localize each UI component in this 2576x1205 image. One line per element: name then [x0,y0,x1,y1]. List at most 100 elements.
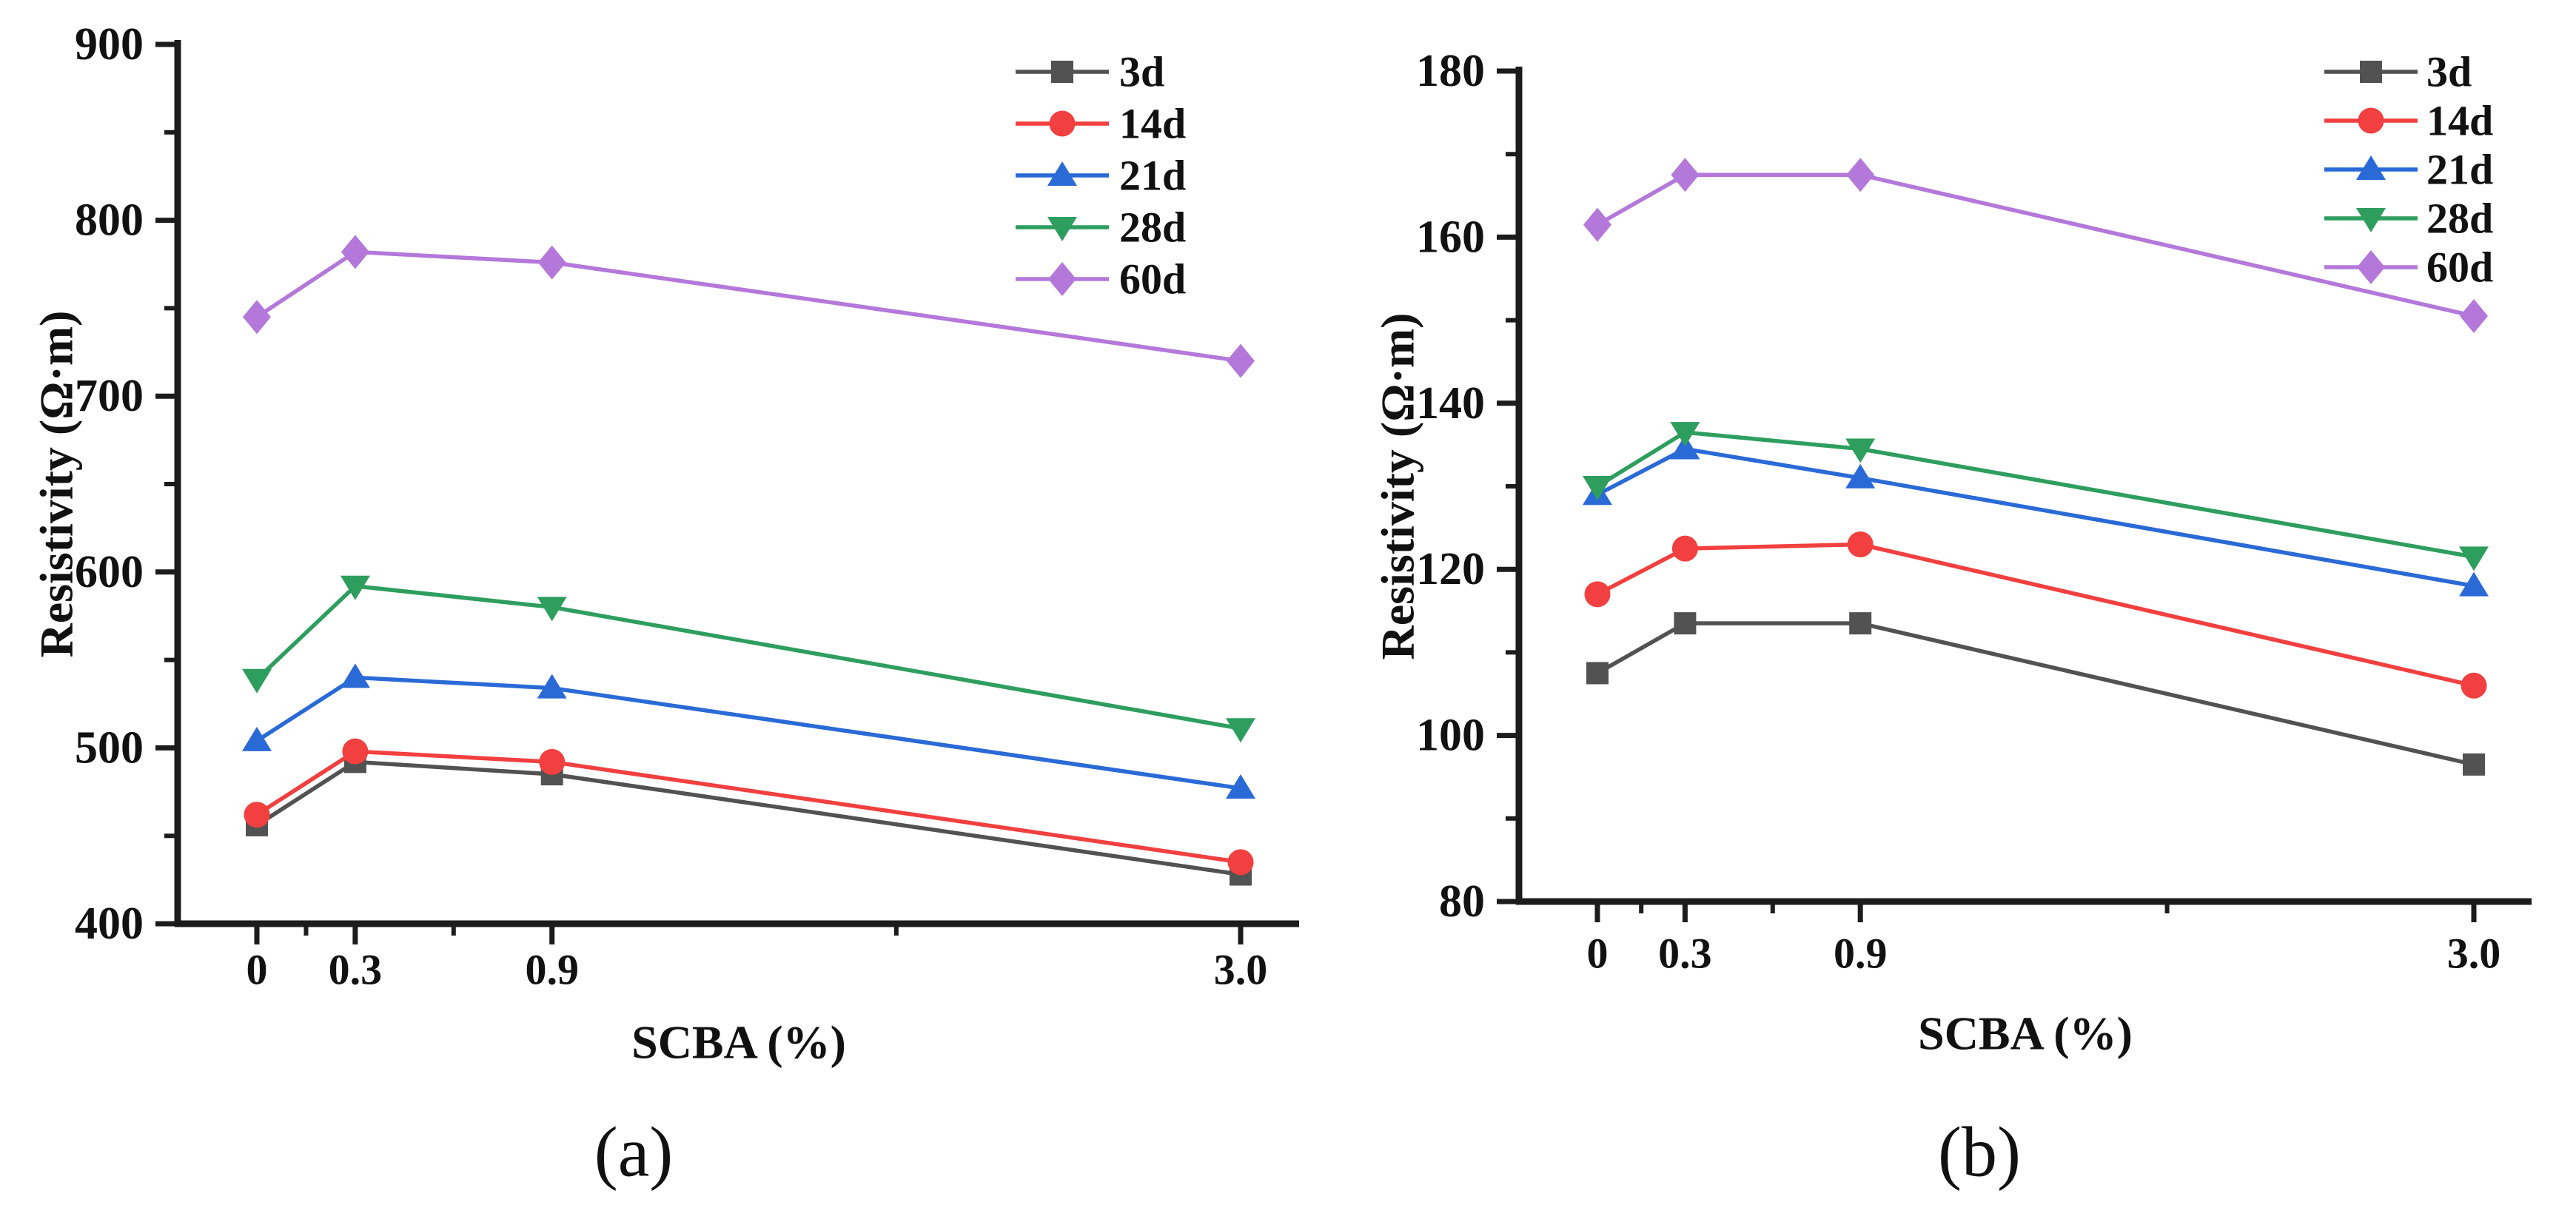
legend-entry-60d: 60d [2324,244,2493,292]
series-28d-b [1583,422,2489,571]
y-tick-label: 900 [75,19,144,70]
series-line-28d [1596,430,2475,560]
series-60d-b [1583,158,2488,333]
series-line-60d [1596,172,2475,318]
data-point-14d-0.3 [1671,535,1698,562]
legend-marker-triangle-down-icon [1047,217,1077,241]
data-point-14d-3.0 [1227,849,1254,876]
data-point-21d-0.3 [340,663,370,688]
data-point-28d-3.0 [2459,546,2489,571]
legend-label: 28d [1119,204,1186,252]
y-tick-label: 180 [1416,46,1485,96]
series-3d-a [246,751,1252,886]
data-point-60d-0.3 [341,235,369,269]
y-tick-label: 160 [1416,212,1485,262]
y-tick-label: 100 [1416,711,1485,761]
data-point-14d-0 [1584,581,1611,608]
series-3d-b [1586,612,2485,776]
y-tick-label: 120 [1416,544,1485,594]
legend-entry-60d: 60d [1016,255,1186,303]
y-axis-title-a: Resistivity (Ω·m) [30,311,83,658]
series-21d-b [1583,434,2489,597]
series-line-3d [1596,621,2475,767]
data-point-28d-0 [242,668,272,694]
y-tick-label: 800 [75,195,144,246]
x-tick-label: 0.3 [329,946,383,994]
data-point-28d-0.3 [340,575,370,600]
series-line-21d [255,675,1241,791]
series-21d-a [242,663,1255,799]
legend-marker-circle-icon [2358,107,2384,134]
series-14d-b [1584,531,2487,699]
y-tick-label: 400 [75,899,144,949]
data-point-60d-0 [243,300,271,335]
series-line-3d [255,759,1241,877]
legend-label: 60d [2426,244,2493,292]
legend-label: 14d [2426,97,2493,145]
legend-marker-triangle-down-icon [2356,208,2386,232]
data-point-60d-0.9 [1846,158,1875,192]
x-tick-label: 0.3 [1658,930,1712,978]
data-point-21d-3.0 [1226,774,1255,799]
data-point-28d-0.9 [1845,438,1876,463]
legend-entry-28d: 28d [2324,195,2493,243]
data-point-21d-0.3 [1670,434,1700,460]
data-point-28d-0 [1583,476,1612,500]
legend-marker-triangle-up-icon [1047,161,1077,186]
y-tick-label: 500 [75,722,144,773]
legend-marker-diamond-icon [2357,250,2385,284]
series-line-28d [255,583,1241,731]
x-tick-label: 3.0 [1214,946,1268,994]
series-60d-a [243,235,1255,378]
x-tick-label: 3.0 [2447,930,2501,978]
data-point-14d-0.9 [539,748,566,775]
y-axis-title-b: Resistivity (Ω·m) [1372,313,1424,660]
data-point-21d-0.9 [537,674,567,699]
chart-a: 400 500 600 700 800 900 0 0.3 0.9 3.0 Resistivity … [30,19,1299,1069]
data-point-28d-0.3 [1670,422,1700,447]
legend-entry-3d: 3d [1016,48,1164,96]
chart-b: 80 100 120 140 160 180 0 0.3 0.9 3.0 Resistivity (… [1372,46,2532,1060]
data-point-21d-3.0 [2459,571,2489,597]
data-point-14d-0.9 [1847,531,1874,558]
legend-entry-21d: 21d [1016,152,1186,200]
series-28d-a [242,575,1255,743]
data-point-60d-3.0 [1227,343,1255,378]
series-line-14d [255,749,1241,865]
data-point-3d-3.0 [2463,753,2485,776]
legend-label: 60d [1119,255,1186,303]
legend-marker-square-icon [2360,61,2382,83]
legend-entry-14d: 14d [2324,97,2493,145]
legend-entry-3d: 3d [2324,48,2472,96]
data-point-3d-0 [1586,662,1609,685]
y-tick-label: 140 [1416,378,1485,429]
y-tick-label: 600 [75,547,144,597]
data-point-14d-3.0 [2461,672,2487,699]
data-point-14d-0.3 [342,738,369,765]
legend-marker-circle-icon [1049,110,1076,137]
legend-label: 3d [1119,48,1164,96]
data-point-60d-0 [1583,207,1611,242]
data-point-14d-0 [244,802,270,828]
data-point-21d-0.9 [1845,463,1876,489]
data-point-3d-0.9 [1849,612,1872,635]
y-tick-label: 700 [75,371,144,421]
legend-marker-triangle-up-icon [2356,155,2386,180]
legend-entry-21d: 21d [2324,146,2493,194]
legend-label: 21d [2426,146,2493,194]
data-point-3d-0.3 [1674,612,1697,635]
y-tick-label: 80 [1439,876,1485,927]
data-point-60d-3.0 [2460,298,2488,333]
legend-marker-diamond-icon [1048,262,1076,296]
series-line-60d [255,249,1241,363]
x-axis-title-b: SCBA (%) [1918,1007,2133,1060]
x-tick-label: 0.9 [1834,930,1888,978]
series-14d-a [244,738,1254,876]
x-tick-label: 0 [1587,930,1609,978]
legend-entry-28d: 28d [1016,204,1186,252]
legend-label: 3d [2426,48,2472,96]
data-point-60d-0.9 [537,245,566,280]
